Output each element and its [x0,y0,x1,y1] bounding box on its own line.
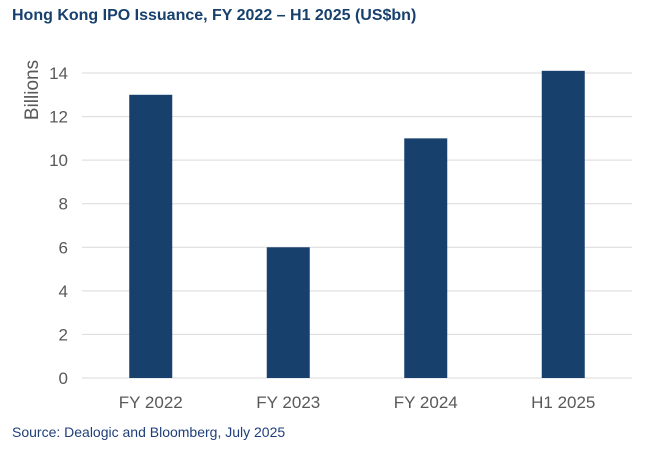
y-tick-label: 2 [59,325,68,344]
bar-fy-2022 [129,94,173,379]
x-tick-label: FY 2024 [394,393,458,412]
x-axis-ticks: FY 2022 FY 2023 FY 2024 H1 2025 [119,393,596,412]
bars [129,70,585,379]
x-tick-label: FY 2022 [119,393,183,412]
bar-h1-2025 [541,70,585,379]
y-tick-label: 12 [49,108,68,127]
bar-fy-2024 [404,138,448,378]
gridlines [82,72,632,379]
x-tick-label: FY 2023 [256,393,320,412]
source-note: Source: Dealogic and Bloomberg, July 202… [12,424,286,440]
x-tick-label: H1 2025 [531,393,595,412]
y-tick-label: 14 [49,64,68,83]
bar-fy-2023 [266,247,310,378]
y-tick-label: 0 [59,369,68,388]
y-tick-label: 6 [59,238,68,257]
y-axis-ticks: 0 2 4 6 8 10 12 14 [49,64,68,388]
y-tick-label: 10 [49,151,68,170]
y-axis-title: Billions [22,60,43,120]
chart-title: Hong Kong IPO Issuance, FY 2022 – H1 202… [12,7,417,24]
y-tick-label: 4 [59,282,68,301]
y-tick-label: 8 [59,195,68,214]
